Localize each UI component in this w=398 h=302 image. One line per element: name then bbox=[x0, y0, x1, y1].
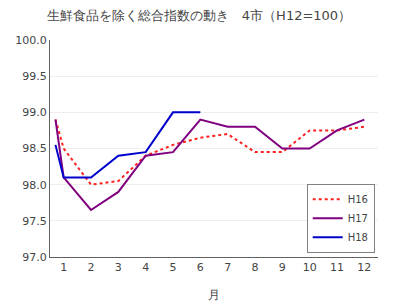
svg-text:H18: H18 bbox=[348, 232, 368, 243]
svg-text:11: 11 bbox=[330, 261, 344, 274]
svg-text:2: 2 bbox=[88, 261, 95, 274]
svg-text:月: 月 bbox=[208, 288, 220, 302]
svg-text:H16: H16 bbox=[348, 194, 368, 205]
svg-text:98.5: 98.5 bbox=[22, 142, 47, 155]
svg-text:97.5: 97.5 bbox=[22, 215, 47, 228]
svg-text:7: 7 bbox=[224, 261, 231, 274]
svg-text:100.0: 100.0 bbox=[15, 34, 47, 47]
svg-text:9: 9 bbox=[279, 261, 286, 274]
svg-text:H17: H17 bbox=[348, 213, 368, 224]
svg-text:97.0: 97.0 bbox=[22, 251, 47, 264]
svg-text:5: 5 bbox=[170, 261, 177, 274]
svg-text:8: 8 bbox=[252, 261, 259, 274]
svg-text:1: 1 bbox=[60, 261, 67, 274]
svg-text:99.0: 99.0 bbox=[22, 106, 47, 119]
svg-text:99.5: 99.5 bbox=[22, 70, 47, 83]
svg-text:98.0: 98.0 bbox=[22, 179, 47, 192]
svg-text:10: 10 bbox=[303, 261, 317, 274]
svg-text:12: 12 bbox=[357, 261, 371, 274]
svg-text:6: 6 bbox=[197, 261, 204, 274]
svg-text:生鮮食品を除く総合指数の動き 4市（H12=100）: 生鮮食品を除く総合指数の動き 4市（H12=100） bbox=[47, 8, 351, 23]
svg-text:3: 3 bbox=[115, 261, 122, 274]
svg-text:4: 4 bbox=[142, 261, 149, 274]
